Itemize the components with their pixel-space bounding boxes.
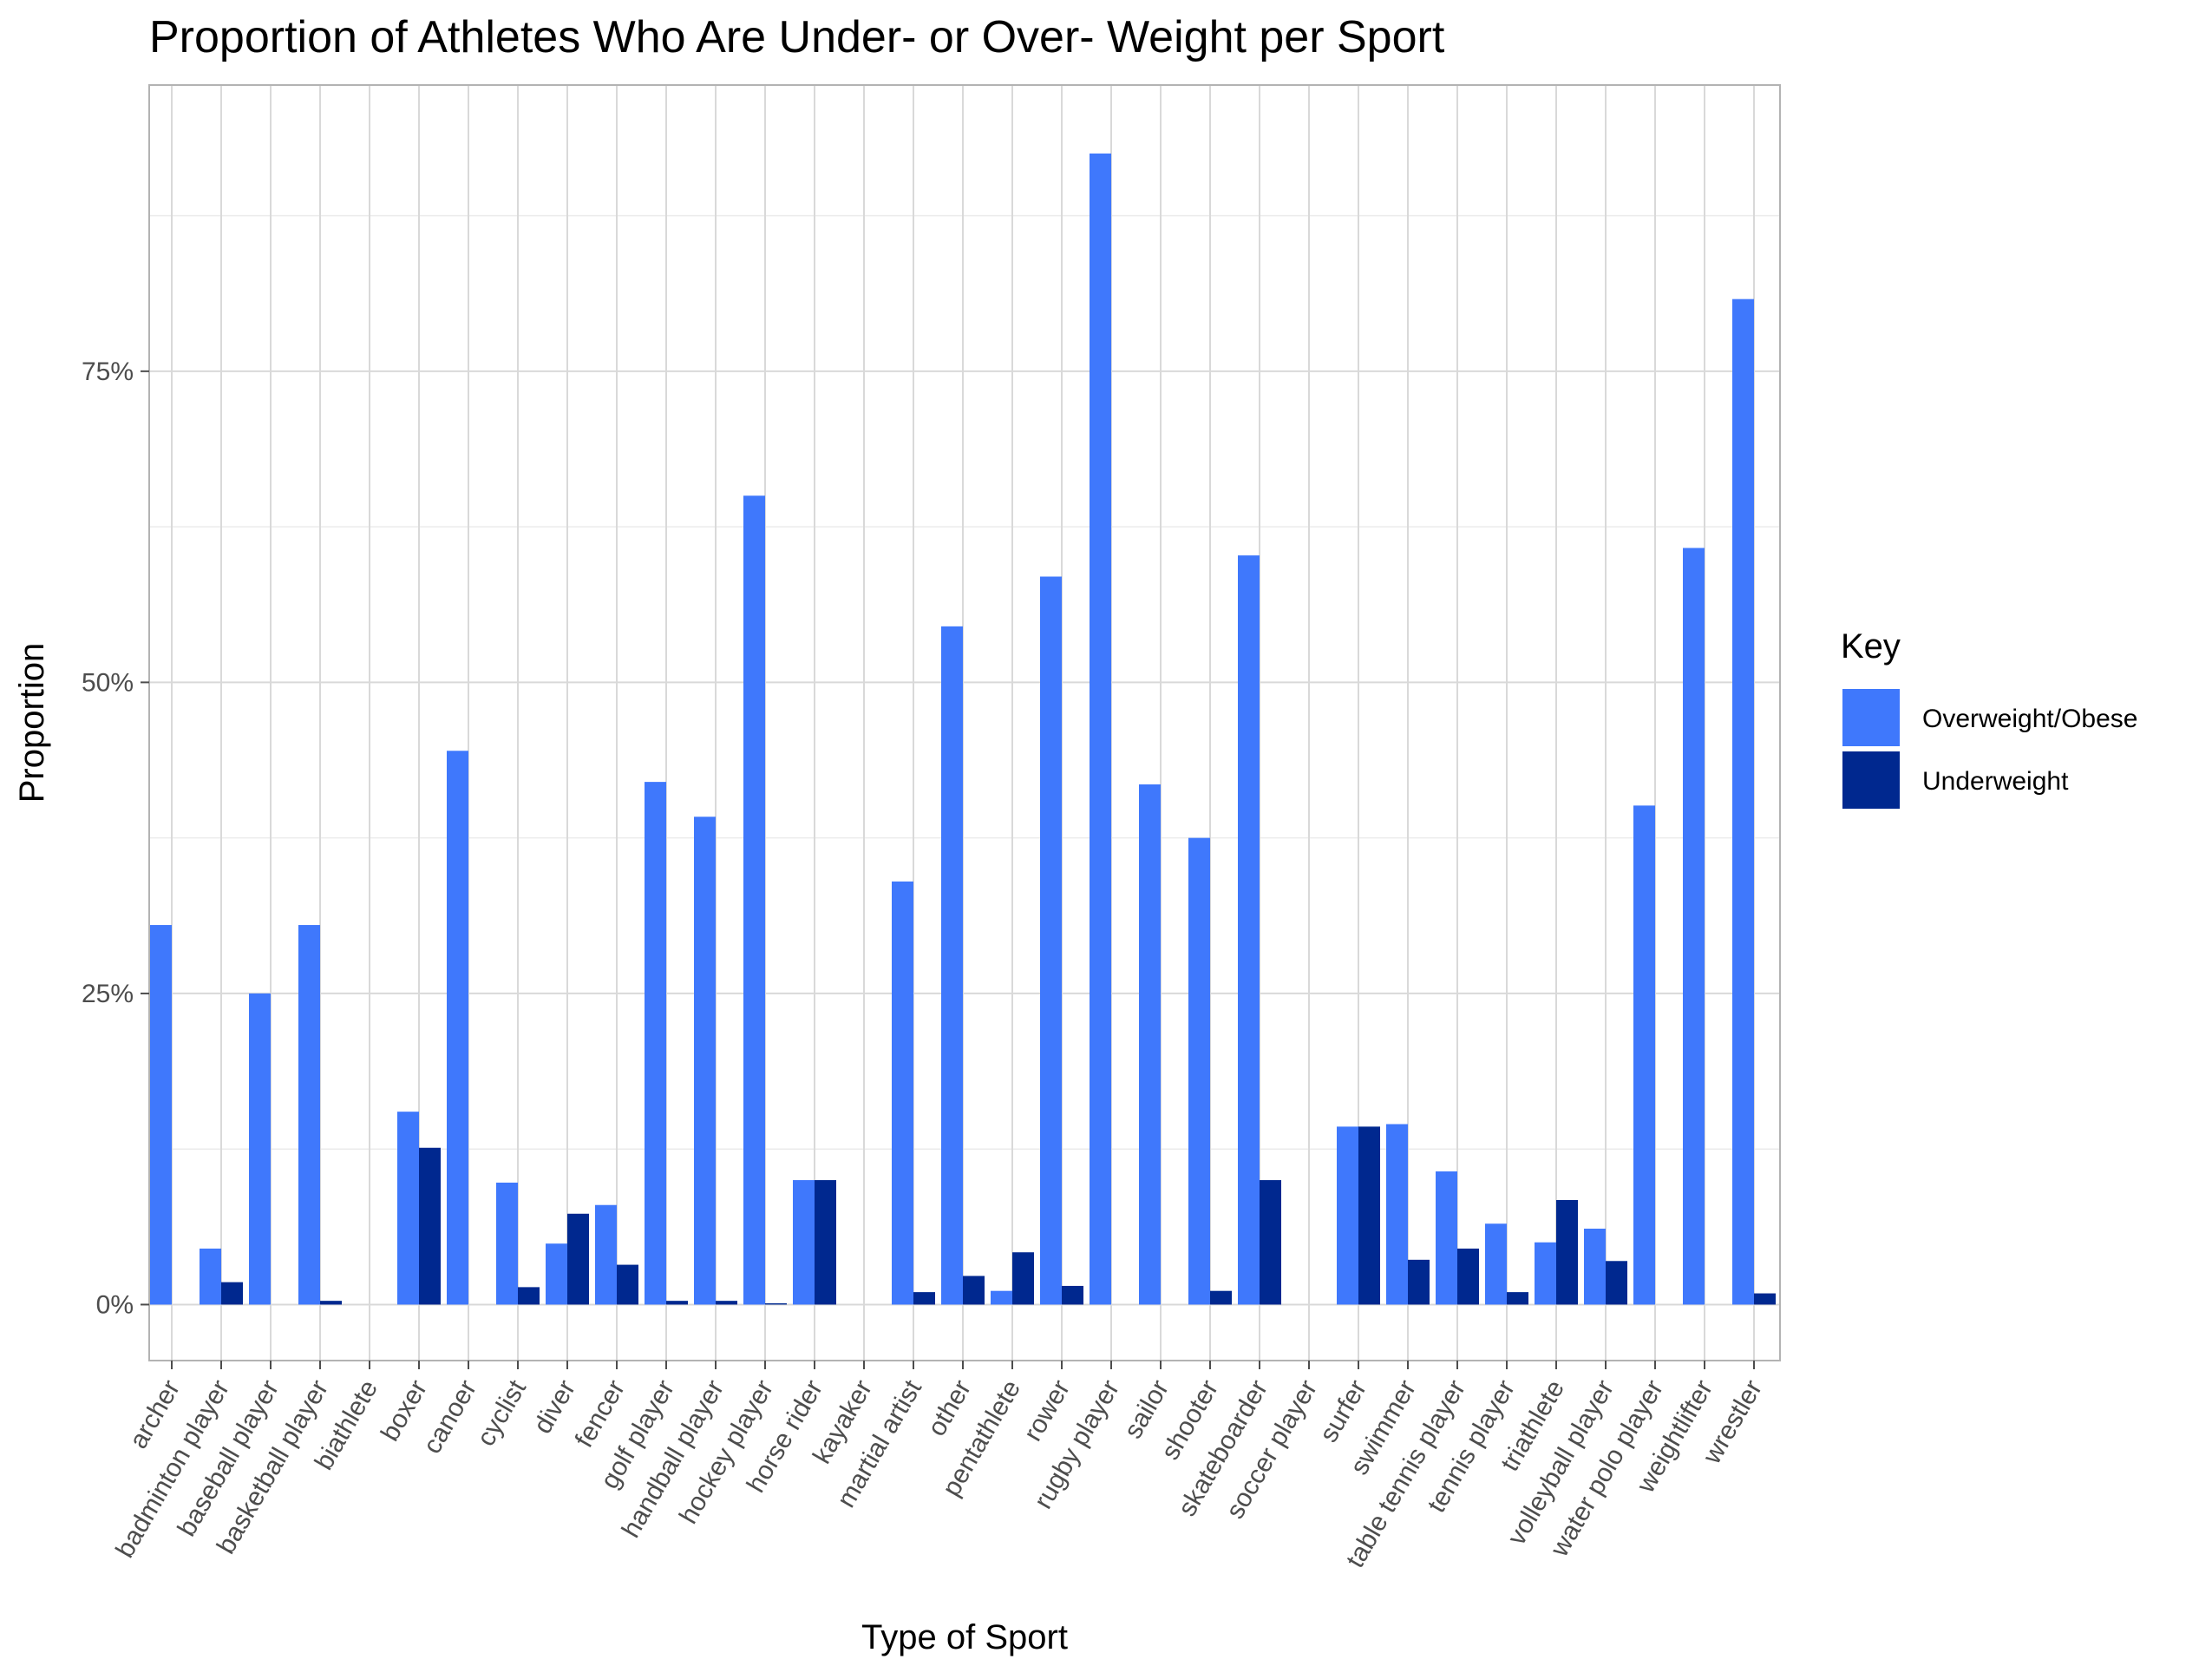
bar-underweight xyxy=(1507,1292,1528,1305)
bar-underweight xyxy=(716,1301,737,1305)
bar-underweight xyxy=(1012,1252,1034,1305)
bar-overweight xyxy=(546,1243,567,1305)
bar-overweight xyxy=(1633,805,1655,1305)
bar-overweight xyxy=(645,782,666,1305)
y-axis: 0% 25% 50% 75% xyxy=(82,357,149,1319)
bar-overweight xyxy=(1040,576,1062,1305)
bar-underweight xyxy=(1358,1126,1380,1305)
legend-swatch-overweight xyxy=(1842,689,1900,746)
legend-label-overweight: Overweight/Obese xyxy=(1922,705,2137,733)
legend-title: Key xyxy=(1841,627,1901,666)
bar-underweight xyxy=(1457,1248,1479,1305)
bar-overweight xyxy=(496,1182,518,1305)
bar-overweight xyxy=(1683,548,1705,1305)
chart-title: Proportion of Athletes Who Are Under- or… xyxy=(149,12,1445,62)
bar-underweight xyxy=(1556,1199,1578,1305)
bar-overweight xyxy=(1584,1228,1606,1305)
bar-underweight xyxy=(320,1301,342,1305)
bar-underweight xyxy=(1260,1180,1281,1305)
y-tick-label: 50% xyxy=(82,668,134,697)
bar-overweight xyxy=(1485,1223,1507,1305)
grid xyxy=(149,85,1780,1361)
bar-underweight xyxy=(221,1282,243,1305)
bar-overweight xyxy=(595,1204,617,1305)
y-tick-label: 25% xyxy=(82,980,134,1008)
bar-underweight xyxy=(666,1301,688,1305)
legend: Key Overweight/Obese Underweight xyxy=(1841,627,2137,809)
bar-overweight xyxy=(1188,837,1210,1305)
x-tick-label: diver xyxy=(528,1375,581,1439)
bar-underweight xyxy=(1606,1261,1627,1305)
bar-overweight xyxy=(1139,784,1161,1305)
bar-overweight xyxy=(1090,153,1111,1305)
legend-swatch-underweight xyxy=(1842,751,1900,809)
bar-overweight xyxy=(743,495,765,1305)
bar-overweight xyxy=(200,1248,221,1305)
bar-overweight xyxy=(447,751,468,1305)
bar-underweight xyxy=(1062,1285,1083,1305)
bar-underweight xyxy=(567,1213,589,1305)
bar-overweight xyxy=(1386,1124,1408,1305)
bar-overweight xyxy=(694,817,716,1305)
bar-underweight xyxy=(765,1303,787,1305)
y-tick-label: 75% xyxy=(82,357,134,386)
bar-underweight xyxy=(419,1147,441,1305)
bar-overweight xyxy=(1535,1242,1556,1305)
bar-overweight xyxy=(298,925,320,1305)
bar-overweight xyxy=(892,881,913,1305)
x-axis-title: Type of Sport xyxy=(861,1618,1068,1656)
legend-label-underweight: Underweight xyxy=(1922,767,2069,796)
bar-overweight xyxy=(1436,1171,1457,1305)
bar-underweight xyxy=(963,1276,985,1305)
bars xyxy=(150,153,1776,1305)
bar-underweight xyxy=(1210,1290,1232,1305)
bar-overweight xyxy=(150,925,172,1305)
bar-underweight xyxy=(1754,1293,1776,1305)
bar-overweight xyxy=(397,1112,419,1305)
plot-border xyxy=(148,84,1781,1361)
y-axis-title: Proportion xyxy=(13,643,51,803)
bar-underweight xyxy=(617,1264,638,1305)
bar-overweight xyxy=(991,1290,1012,1305)
bar-underweight xyxy=(913,1292,935,1305)
y-tick-label: 0% xyxy=(96,1290,134,1319)
bar-overweight xyxy=(1238,555,1260,1305)
x-tick-label: cyclist xyxy=(472,1374,533,1451)
bar-overweight xyxy=(249,993,271,1305)
bar-overweight xyxy=(1337,1126,1358,1305)
bar-underweight xyxy=(518,1287,540,1305)
bar-overweight xyxy=(1732,298,1754,1305)
bar-underweight xyxy=(1408,1259,1430,1305)
bar-underweight xyxy=(815,1180,836,1305)
bar-overweight xyxy=(793,1180,815,1305)
bar-overweight xyxy=(941,626,963,1305)
